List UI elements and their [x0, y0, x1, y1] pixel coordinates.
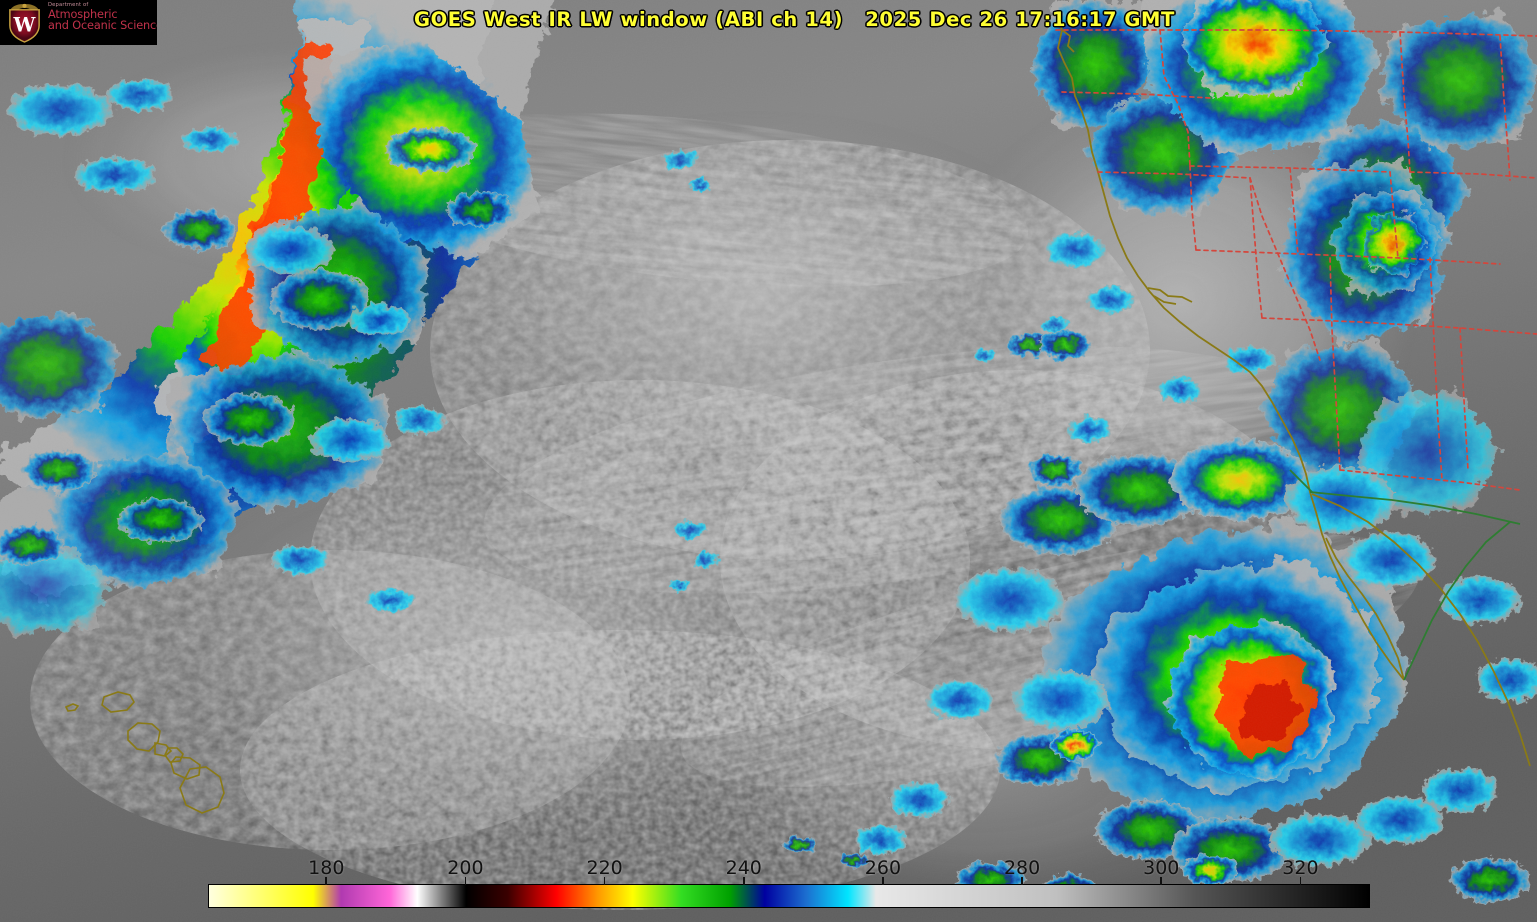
colorbar-gradient [208, 884, 1370, 908]
uw-aos-logo: W Department of Atmospheric and Oceanic … [0, 0, 157, 45]
uw-crest-icon: W [9, 3, 40, 43]
svg-text:W: W [13, 13, 37, 36]
logo-department-label: Department of [48, 2, 89, 8]
page-title: GOES West IR LW window (ABI ch 14) 2025 … [414, 8, 1175, 31]
colorbar [208, 884, 1370, 908]
logo-line-2: and Oceanic Sciences [48, 19, 157, 33]
logo-line-1: Atmospheric [48, 7, 118, 21]
